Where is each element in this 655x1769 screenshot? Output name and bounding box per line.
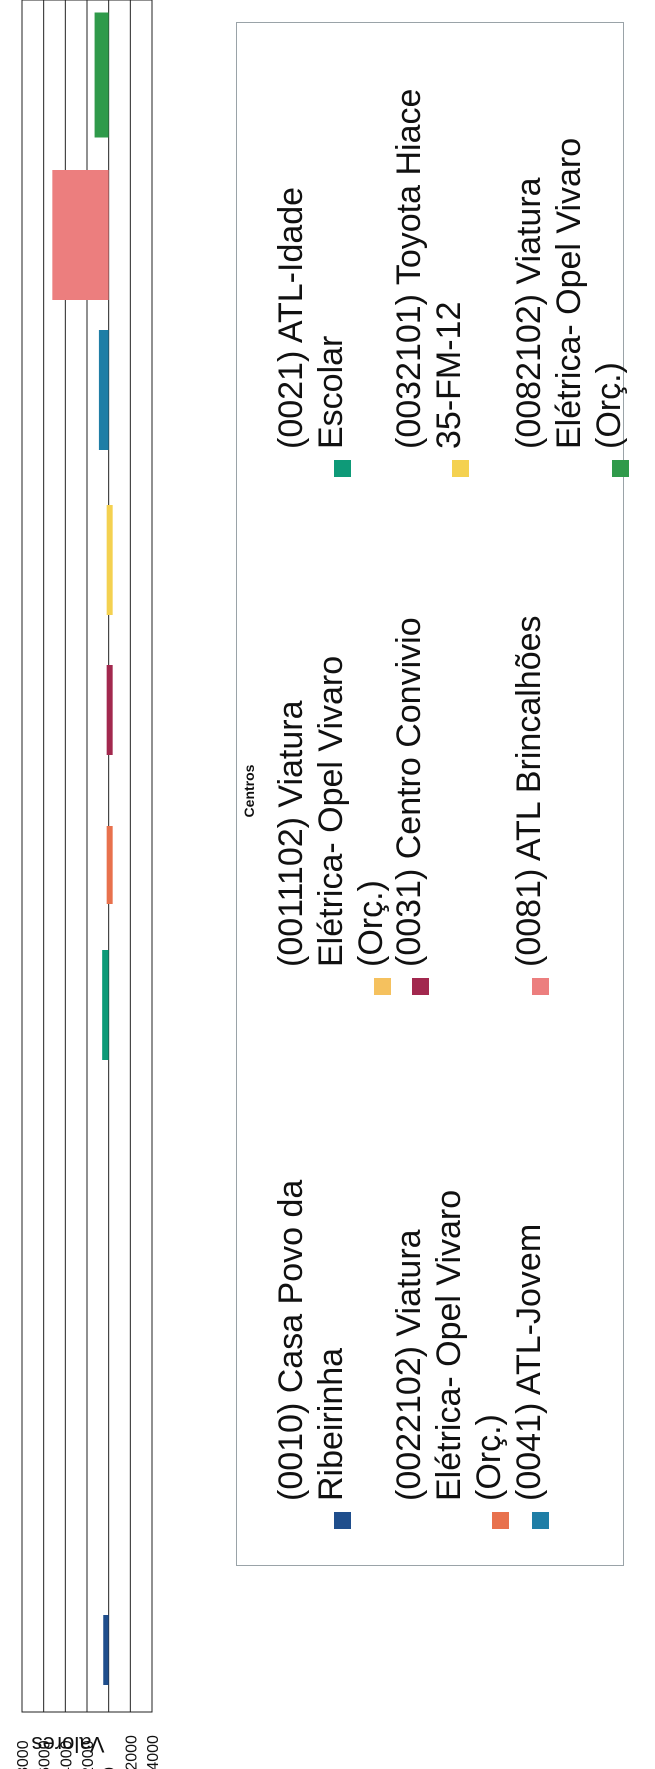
legend-label: (0081) ATL Brincalhões — [510, 615, 548, 967]
bar — [98, 330, 109, 450]
legend-swatch — [452, 460, 469, 477]
bar — [52, 170, 109, 300]
bar — [106, 505, 113, 615]
tick-label: 2000 — [80, 1740, 97, 1769]
legend-label: (0021) ATL-Idade Escolar — [272, 186, 350, 449]
legend-swatch — [334, 1512, 351, 1529]
tick-label: 8000 — [15, 1740, 32, 1769]
tick-label: 0 — [102, 1767, 119, 1769]
bar — [106, 665, 113, 755]
bar — [103, 1615, 109, 1685]
bars — [52, 12, 113, 1685]
tick-label: 6000 — [37, 1740, 54, 1769]
legend-swatch — [334, 460, 351, 477]
legend-label: (0022102) Viatura Elétrica- Opel Vivaro … — [390, 1189, 508, 1501]
legend-swatch — [374, 978, 391, 995]
legend-box: Centros (0010) Casa Povo da Ribeirinha (0… — [236, 22, 629, 1566]
legend-label: (0032101) Toyota Hiace 35-FM-12 — [390, 88, 468, 449]
bar — [106, 826, 113, 904]
legend-label: (0082102) Viatura Elétrica- Opel Vivaro … — [510, 137, 628, 449]
tick-label: -2000 — [123, 1735, 140, 1769]
legend-title: Centros — [241, 764, 257, 818]
legend: Centros (0010) Casa Povo da Ribeirinha (0… — [236, 22, 629, 1566]
legend-label: (0010) Casa Povo da Ribeirinha — [272, 1179, 350, 1501]
tick-label: 4000 — [58, 1740, 75, 1769]
legend-swatch — [492, 1512, 509, 1529]
bar — [94, 12, 109, 138]
legend-label: (0041) ATL-Jovem — [510, 1223, 548, 1501]
legend-swatch — [532, 1512, 549, 1529]
axis-title-valores: Valores — [32, 1732, 105, 1757]
tick-label: -4000 — [145, 1735, 162, 1769]
legend-swatch — [532, 978, 549, 995]
legend-label: (0031) Centro Convivio — [390, 617, 428, 967]
bar — [102, 950, 109, 1060]
legend-swatch — [412, 978, 429, 995]
legend-swatch — [612, 460, 629, 477]
legend-label: (0011102) Viatura Elétrica- Opel Vivaro … — [272, 655, 390, 967]
